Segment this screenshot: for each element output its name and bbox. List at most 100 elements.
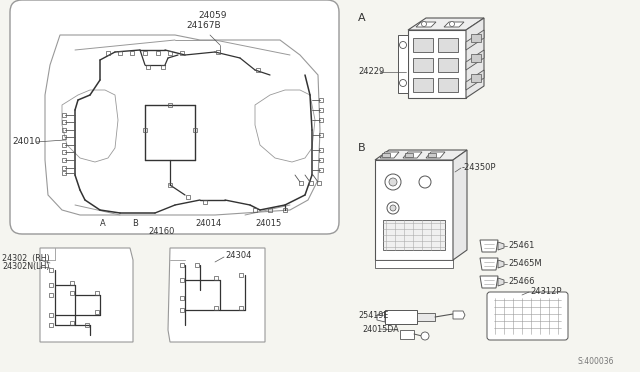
Bar [400,330,414,339]
Bar [95,310,99,314]
Text: 24160: 24160 [148,228,174,237]
Polygon shape [380,152,399,158]
Bar [382,153,390,157]
Text: B: B [132,219,138,228]
Bar [471,34,481,42]
Bar [193,128,196,132]
Bar [319,158,323,162]
Bar [239,306,243,310]
Bar [438,58,458,72]
Bar [161,65,164,69]
Polygon shape [398,35,408,93]
Bar [319,133,323,137]
Bar [180,296,184,300]
Bar [239,273,243,277]
Bar [62,143,66,147]
Bar [85,323,89,327]
FancyBboxPatch shape [487,292,568,340]
Polygon shape [377,312,385,322]
Bar [385,310,417,324]
Bar [405,153,413,157]
Bar [118,51,122,55]
Text: 24015: 24015 [255,219,281,228]
Bar [253,208,257,212]
Bar [180,308,184,312]
Bar [438,78,458,92]
Polygon shape [426,152,445,158]
Bar [168,183,172,187]
Polygon shape [453,311,465,319]
Bar [62,120,66,124]
Text: 24059: 24059 [198,12,227,20]
Bar [70,281,74,285]
Polygon shape [403,152,422,158]
Bar [300,181,303,185]
Bar [180,51,184,55]
Text: 24302  (RH): 24302 (RH) [2,253,50,263]
Text: 24167B: 24167B [186,22,221,31]
Bar [428,153,436,157]
Circle shape [422,22,426,26]
Polygon shape [444,22,464,27]
Bar [375,160,453,260]
Bar [49,283,52,287]
Bar [147,65,150,69]
Text: 24312P: 24312P [530,288,561,296]
Bar [319,118,323,122]
Text: 25466: 25466 [508,278,534,286]
Circle shape [399,42,406,48]
Circle shape [421,332,429,340]
FancyBboxPatch shape [10,0,339,234]
Polygon shape [466,18,484,98]
Circle shape [399,80,406,87]
Polygon shape [45,35,320,215]
Bar [70,291,74,295]
Bar [438,38,458,52]
Bar [168,51,172,55]
Bar [49,268,52,272]
Text: B: B [358,143,365,153]
Text: A: A [358,13,365,23]
Bar [216,50,220,54]
Bar [309,181,313,185]
Bar [319,148,323,152]
Polygon shape [453,150,467,260]
Bar [268,208,272,212]
Bar [143,128,147,132]
Polygon shape [498,260,504,268]
Bar [62,158,66,162]
Circle shape [387,202,399,214]
Polygon shape [480,240,498,252]
Bar [319,108,323,112]
Polygon shape [40,248,133,342]
Bar [204,200,207,204]
Bar [180,263,184,267]
Circle shape [389,178,397,186]
Bar [106,51,109,55]
Bar [214,306,218,310]
Text: 24015DA: 24015DA [362,326,399,334]
Bar [256,68,260,72]
Polygon shape [408,18,484,30]
Text: 24304: 24304 [225,251,252,260]
Polygon shape [498,278,504,286]
Bar [49,323,52,327]
Bar [319,168,323,172]
Bar [62,113,66,117]
Bar [49,293,52,297]
Bar [70,321,74,325]
Bar [62,150,66,154]
Text: 24014: 24014 [195,219,221,228]
Bar [62,171,66,175]
Polygon shape [466,70,484,90]
Text: 24302N(LH): 24302N(LH) [2,263,49,272]
Bar [471,74,481,82]
Bar [62,128,66,132]
Bar [471,54,481,62]
Text: 24010: 24010 [12,138,40,147]
Bar [408,30,466,98]
Text: S:400036: S:400036 [578,357,614,366]
Text: -24350P: -24350P [462,164,497,173]
Polygon shape [466,30,484,50]
Bar [319,98,323,102]
